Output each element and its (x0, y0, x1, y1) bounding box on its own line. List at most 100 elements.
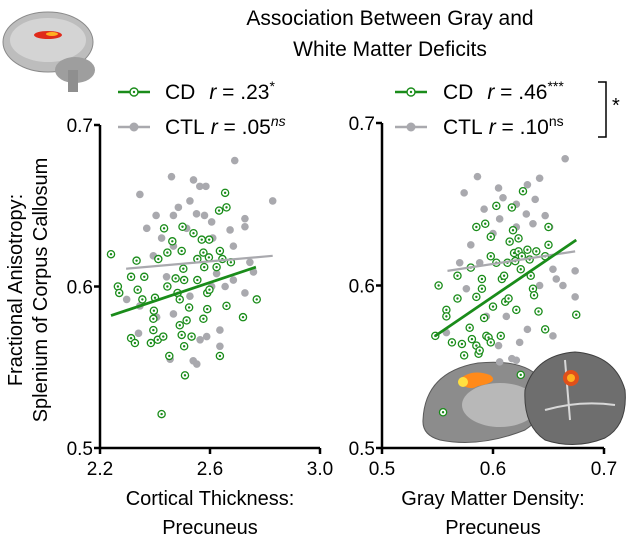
ctl-point (462, 284, 471, 293)
cd-point (189, 228, 198, 238)
legend-r-value: = .23 (216, 81, 269, 104)
cd-point (529, 290, 539, 300)
ctl-point (229, 242, 238, 250)
cd-point (106, 249, 116, 259)
ctl-point (221, 282, 229, 291)
x-tick-label: 0.5 (369, 459, 395, 480)
ctl-point (571, 293, 579, 301)
cd-point (222, 301, 231, 311)
ctl-point (196, 182, 204, 191)
cd-point (459, 351, 469, 360)
comparison-bracket: * (598, 81, 620, 138)
ctl-point (522, 210, 531, 218)
ctl-point (561, 154, 569, 163)
cd-point (184, 303, 194, 312)
cd-point (199, 314, 208, 324)
legend-r-value: = .46 (494, 81, 547, 104)
cd-point (220, 188, 230, 198)
y-tick-label: 0.6 (67, 278, 93, 299)
cd-point (205, 285, 214, 294)
cd-point (507, 203, 517, 212)
ctl-point (162, 273, 171, 281)
cd-point (477, 284, 487, 293)
legend-group-name: CTL (443, 116, 483, 139)
cd-point (534, 307, 543, 316)
cd-regression-line (110, 265, 257, 317)
legend-significance: ns (549, 113, 564, 129)
ctl-point (212, 269, 221, 278)
cd-point (199, 248, 208, 257)
ctl-regression-line (126, 254, 273, 270)
ctl-point (494, 341, 503, 350)
cd-point (499, 271, 509, 280)
cd-point (434, 281, 443, 290)
ctl-point (480, 205, 488, 213)
legend-r-symbol: r (211, 116, 219, 139)
sagittal-brain-image (2, 11, 95, 92)
ctl-point (535, 174, 544, 183)
legend-item-ctl: CTL r = .10ns (395, 113, 564, 139)
cd-point (187, 332, 196, 341)
ctl-point (169, 310, 178, 318)
cd-point (204, 235, 214, 244)
ctl-point (241, 222, 249, 231)
cd-point (212, 262, 221, 272)
cd-point (138, 295, 147, 304)
cd-point (526, 271, 535, 280)
ctl-point (531, 195, 539, 204)
ctl-point (142, 224, 151, 233)
cd-point (130, 338, 140, 348)
cd-point (472, 222, 481, 232)
cd-point (492, 201, 501, 211)
y-tick-label: 0.5 (67, 439, 93, 460)
x-tick-label: 0.7 (591, 459, 617, 480)
ctl-point (152, 211, 160, 220)
ctl-point (134, 329, 143, 338)
cd-point (179, 264, 188, 273)
ctl-point (523, 180, 532, 189)
cd-point (532, 247, 541, 256)
ctl-point (186, 292, 194, 300)
cd-point (215, 351, 225, 361)
ctl-point (167, 172, 176, 181)
ctl-point (460, 189, 468, 197)
ctl-point (136, 190, 144, 199)
ctl-point (193, 360, 201, 368)
lateral-brain-image (524, 351, 626, 445)
cd-point (140, 272, 149, 282)
legend-r-symbol: r (487, 81, 495, 104)
ctl-point (186, 197, 194, 205)
cd-point (523, 245, 532, 254)
scatter-plot-cortical-thickness: 0.5 0.6 0.7 2.2 2.6 3.0 Cortical Thickness: Pre… (67, 78, 334, 539)
cd-point (540, 325, 550, 334)
cd-point (204, 253, 214, 262)
legend-r-symbol: r (209, 81, 217, 104)
cd-point (115, 288, 124, 298)
cd-point (149, 325, 158, 335)
ctl-point (552, 275, 561, 283)
ctl-point (174, 203, 183, 212)
legend-significance: * (269, 78, 275, 94)
cd-point (178, 222, 187, 231)
cd-point (472, 292, 481, 302)
x-tick-label: 2.6 (197, 459, 223, 480)
ctl-point (196, 335, 204, 344)
x-axis-label-line-2: Precuneus (162, 517, 258, 539)
legend-significance: ns (271, 113, 286, 129)
y-axis-label-line-2: Splenium of Corpus Callosum (30, 158, 52, 423)
ctl-point (494, 184, 503, 192)
cd-point (179, 275, 189, 285)
cd-point (442, 312, 451, 321)
cd-point (505, 237, 514, 246)
cd-regression-line (434, 238, 578, 338)
legend-r-value: = .05 (218, 116, 271, 139)
legend-item-ctl: CTL r = .05ns (118, 113, 286, 139)
cd-point (165, 351, 174, 361)
cd-point (193, 275, 202, 285)
cd-point (177, 246, 186, 256)
cd-point (438, 407, 448, 417)
legend-group-name: CD (165, 81, 195, 104)
cd-point (477, 274, 487, 284)
